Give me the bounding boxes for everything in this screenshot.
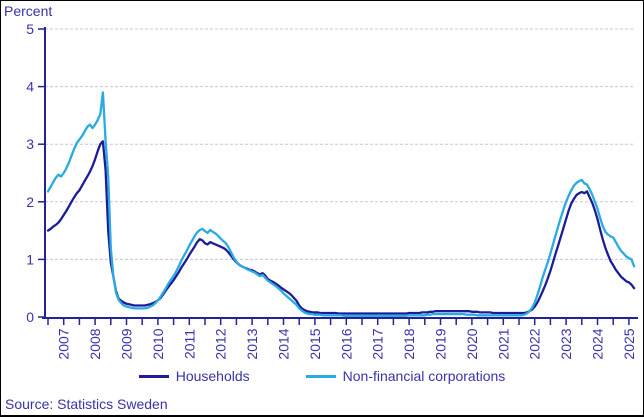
x-year-label: 2025 — [621, 328, 637, 359]
y-tick-label: 3 — [26, 136, 34, 152]
x-year-label: 2018 — [401, 328, 417, 359]
series-line-households — [46, 140, 636, 315]
source-text: Source: Statistics Sweden — [5, 396, 168, 412]
x-year-label: 2020 — [464, 328, 480, 359]
x-year-label: 2014 — [276, 328, 292, 359]
x-year-label: 2021 — [495, 328, 511, 359]
series-line-non-financial-corporations — [46, 91, 636, 317]
legend-label-households: Households — [175, 368, 250, 384]
legend-item-households: Households — [138, 368, 250, 384]
legend-label-corporations: Non-financial corporations — [342, 368, 506, 384]
x-year-label: 2017 — [370, 328, 386, 359]
x-year-label: 2016 — [338, 328, 354, 359]
x-year-label: 2015 — [307, 328, 323, 359]
x-year-label: 2019 — [433, 328, 449, 359]
x-year-label: 2024 — [590, 328, 606, 359]
y-tick-label: 0 — [26, 309, 34, 325]
x-year-label: 2007 — [56, 328, 72, 359]
legend-item-corporations: Non-financial corporations — [305, 368, 506, 384]
y-tick-label: 4 — [26, 79, 34, 95]
y-tick-label: 5 — [26, 21, 34, 37]
y-axis-title: Percent — [4, 3, 53, 19]
x-year-label: 2008 — [87, 328, 103, 359]
y-tick-label: 1 — [26, 251, 34, 267]
x-year-label: 2010 — [150, 328, 166, 359]
legend: Households Non-financial corporations — [1, 368, 643, 384]
x-year-label: 2023 — [558, 328, 574, 359]
x-year-label: 2009 — [119, 328, 135, 359]
x-year-label: 2012 — [213, 328, 229, 359]
corporations-line-swatch — [305, 374, 336, 378]
households-line-swatch — [138, 374, 169, 378]
y-tick-label: 2 — [26, 194, 34, 210]
x-year-label: 2011 — [181, 329, 197, 359]
x-year-label: 2013 — [244, 328, 260, 359]
x-year-label: 2022 — [527, 328, 543, 359]
